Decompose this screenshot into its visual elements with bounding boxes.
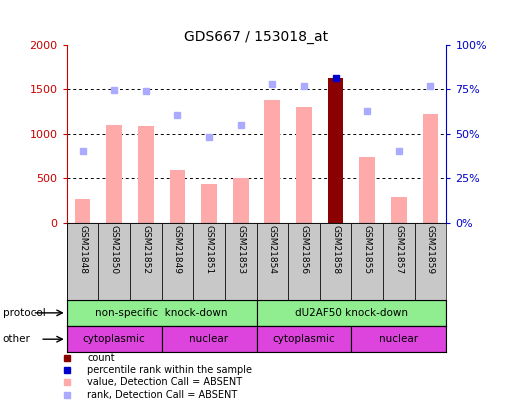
Bar: [67, 326, 162, 352]
Text: percentile rank within the sample: percentile rank within the sample: [87, 365, 252, 375]
Text: GSM21850: GSM21850: [110, 225, 119, 274]
Text: GSM21859: GSM21859: [426, 225, 435, 274]
Text: GSM21854: GSM21854: [268, 225, 277, 274]
Bar: [391, 197, 407, 223]
Bar: [67, 300, 256, 326]
Bar: [256, 300, 446, 326]
Bar: [328, 79, 344, 223]
Bar: [106, 125, 122, 223]
Bar: [169, 170, 185, 223]
Bar: [359, 157, 375, 223]
Bar: [415, 223, 446, 300]
Text: rank, Detection Call = ABSENT: rank, Detection Call = ABSENT: [87, 390, 238, 400]
Bar: [98, 223, 130, 300]
Bar: [320, 223, 351, 300]
Bar: [256, 326, 351, 352]
Text: nuclear: nuclear: [379, 334, 419, 344]
Bar: [138, 126, 154, 223]
Text: cytoplasmic: cytoplasmic: [83, 334, 146, 344]
Text: other: other: [3, 334, 30, 344]
Text: GSM21853: GSM21853: [236, 225, 245, 274]
Bar: [225, 223, 256, 300]
Bar: [162, 223, 193, 300]
Text: count: count: [87, 353, 115, 363]
Bar: [193, 223, 225, 300]
Text: GSM21857: GSM21857: [394, 225, 403, 274]
Text: non-specific  knock-down: non-specific knock-down: [95, 308, 228, 318]
Text: cytoplasmic: cytoplasmic: [272, 334, 336, 344]
Bar: [383, 223, 415, 300]
Bar: [288, 223, 320, 300]
Bar: [256, 223, 288, 300]
Text: GSM21855: GSM21855: [363, 225, 372, 274]
Bar: [67, 223, 98, 300]
Bar: [130, 223, 162, 300]
Text: GSM21848: GSM21848: [78, 225, 87, 274]
Text: GSM21851: GSM21851: [205, 225, 213, 274]
Text: value, Detection Call = ABSENT: value, Detection Call = ABSENT: [87, 377, 242, 388]
Bar: [351, 326, 446, 352]
Bar: [233, 178, 249, 223]
Bar: [264, 100, 280, 223]
Text: GSM21849: GSM21849: [173, 225, 182, 274]
Title: GDS667 / 153018_at: GDS667 / 153018_at: [185, 30, 328, 43]
Text: GSM21856: GSM21856: [300, 225, 308, 274]
Bar: [423, 114, 439, 223]
Text: GSM21858: GSM21858: [331, 225, 340, 274]
Bar: [351, 223, 383, 300]
Text: protocol: protocol: [3, 308, 45, 318]
Bar: [296, 107, 312, 223]
Text: nuclear: nuclear: [189, 334, 229, 344]
Bar: [162, 326, 256, 352]
Bar: [74, 199, 90, 223]
Bar: [201, 183, 217, 223]
Text: dU2AF50 knock-down: dU2AF50 knock-down: [295, 308, 408, 318]
Text: GSM21852: GSM21852: [141, 225, 150, 274]
